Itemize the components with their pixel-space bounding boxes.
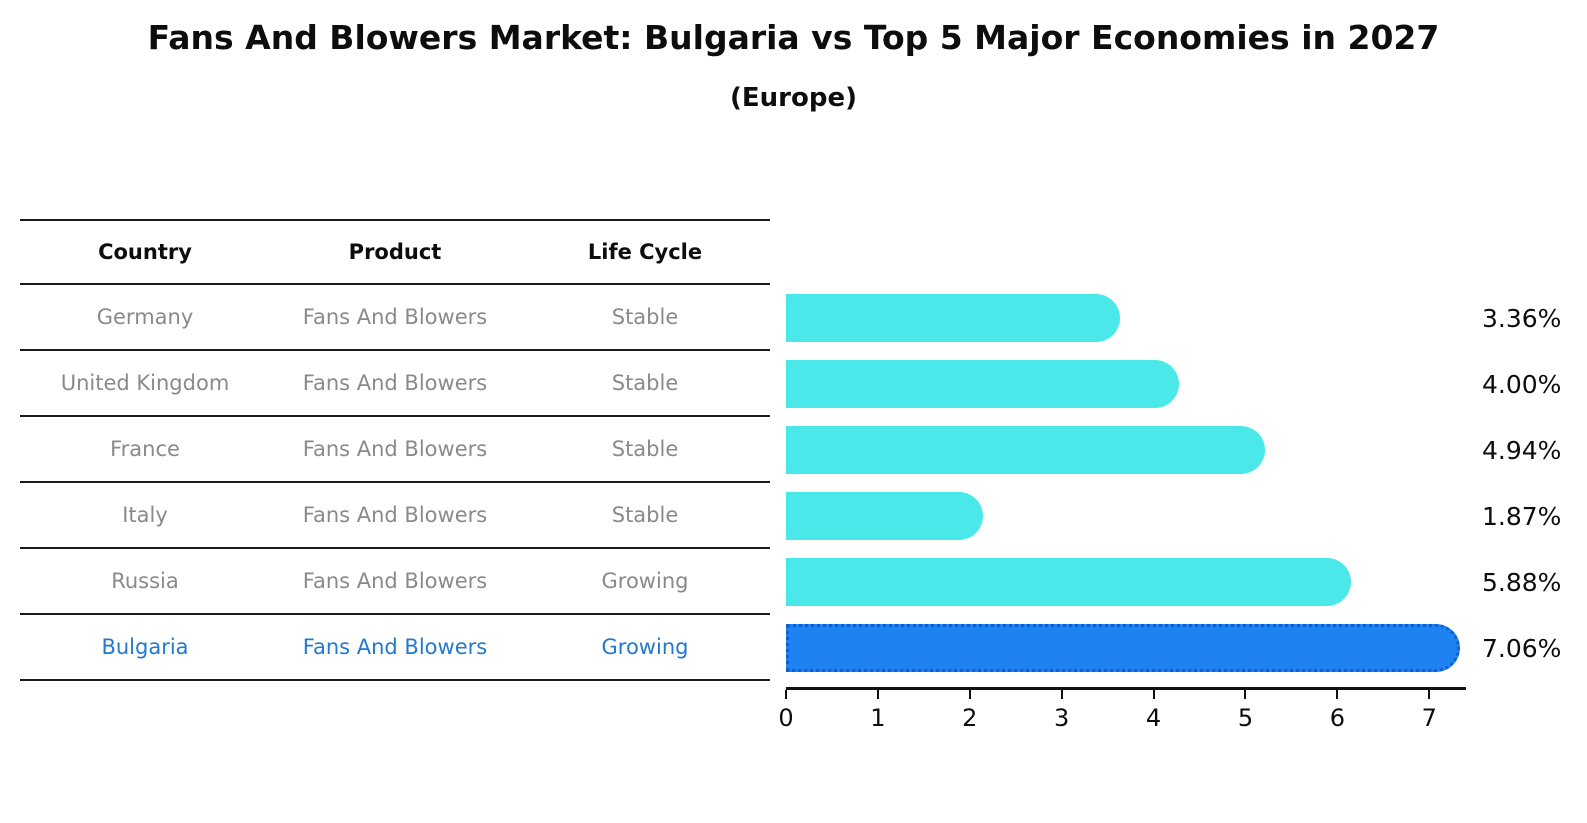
- x-axis-tick-label: 4: [1145, 704, 1162, 732]
- x-axis-tick-label: 0: [778, 704, 794, 732]
- market-share-bar: [786, 360, 1179, 408]
- table-row: Germany Fans And Blowers Stable 3.36%: [20, 285, 1587, 351]
- lifecycle-cell: Stable: [611, 437, 679, 461]
- share-label: 4.00%: [1482, 369, 1562, 399]
- country-cell: France: [110, 437, 180, 461]
- x-axis-tick: [1428, 690, 1431, 699]
- bar-track: [786, 285, 1466, 351]
- product-cell: Fans And Blowers: [302, 635, 488, 659]
- table-body: Germany Fans And Blowers Stable 3.36% Un…: [20, 285, 1587, 681]
- market-share-bar: [786, 426, 1265, 474]
- country-cell: Russia: [111, 569, 179, 593]
- market-share-bar: [786, 624, 1460, 672]
- lifecycle-cell: Growing: [601, 635, 689, 659]
- product-cell: Fans And Blowers: [302, 305, 488, 329]
- share-label: 7.06%: [1482, 633, 1562, 663]
- x-axis: 0 1 2 3 4 5 6 7: [778, 687, 1466, 732]
- x-axis-tick-label: 2: [962, 704, 978, 732]
- axis-spacer: [20, 681, 786, 731]
- x-axis-tick: [968, 690, 971, 699]
- share-label: 5.88%: [1482, 567, 1562, 597]
- x-axis-tick-label: 3: [1054, 704, 1070, 732]
- table-row: Bulgaria Fans And Blowers Growing 7.06%: [20, 615, 1587, 681]
- x-axis-tick: [876, 690, 879, 699]
- x-axis-tick-label: 6: [1329, 704, 1345, 732]
- bar-track: [786, 351, 1466, 417]
- market-share-bar: [786, 492, 983, 540]
- table-row: Italy Fans And Blowers Stable 1.87%: [20, 483, 1587, 549]
- x-axis-tick: [1152, 690, 1155, 699]
- table-row: United Kingdom Fans And Blowers Stable 4…: [20, 351, 1587, 417]
- page-title: Fans And Blowers Market: Bulgaria vs Top…: [147, 18, 1440, 57]
- table-row-cells: France Fans And Blowers Stable: [20, 417, 770, 483]
- table-row: France Fans And Blowers Stable 4.94%: [20, 417, 1587, 483]
- country-cell: Germany: [96, 305, 194, 329]
- x-axis-tick: [1244, 690, 1247, 699]
- lifecycle-cell: Growing: [601, 569, 689, 593]
- bar-track: [786, 549, 1466, 615]
- x-axis-tick: [1060, 690, 1063, 699]
- market-share-bar: [786, 294, 1120, 342]
- lifecycle-cell: Stable: [611, 305, 679, 329]
- country-cell: United Kingdom: [60, 371, 230, 395]
- market-share-bar: [786, 558, 1352, 606]
- table-row-cells: Italy Fans And Blowers Stable: [20, 483, 770, 549]
- product-cell: Fans And Blowers: [302, 437, 488, 461]
- product-cell: Fans And Blowers: [302, 569, 488, 593]
- page-subtitle: (Europe): [730, 83, 857, 113]
- x-axis-tick-label: 1: [870, 704, 886, 732]
- table-row-cells: Russia Fans And Blowers Growing: [20, 549, 770, 615]
- table-header-cells: Country Product Life Cycle: [20, 219, 770, 285]
- table-header-row: Country Product Life Cycle: [20, 219, 1587, 285]
- x-axis-tick: [785, 690, 787, 699]
- lifecycle-cell: Stable: [611, 503, 679, 527]
- country-cell: Italy: [122, 503, 168, 527]
- product-cell: Fans And Blowers: [302, 371, 488, 395]
- share-label: 4.94%: [1482, 435, 1562, 465]
- share-label: 3.36%: [1482, 303, 1562, 333]
- country-cell: Bulgaria: [101, 635, 189, 659]
- column-header-product: Product: [348, 240, 442, 264]
- market-comparison-chart: Country Product Life Cycle Germany Fans …: [0, 219, 1587, 681]
- bar-track: [786, 417, 1466, 483]
- table-row-cells: Germany Fans And Blowers Stable: [20, 285, 770, 351]
- bar-track: [786, 615, 1466, 681]
- x-axis-tick-label: 7: [1421, 704, 1437, 732]
- x-axis-tick-label: 5: [1237, 704, 1254, 732]
- lifecycle-cell: Stable: [611, 371, 679, 395]
- column-header-country: Country: [98, 240, 192, 264]
- x-axis-container: 0 1 2 3 4 5 6 7: [0, 681, 1587, 732]
- x-axis-tick: [1336, 690, 1339, 699]
- product-cell: Fans And Blowers: [302, 503, 488, 527]
- table-row-cells: United Kingdom Fans And Blowers Stable: [20, 351, 770, 417]
- share-label: 1.87%: [1482, 501, 1562, 531]
- bar-track: [786, 483, 1466, 549]
- table-row-cells: Bulgaria Fans And Blowers Growing: [20, 615, 770, 681]
- column-header-life-cycle: Life Cycle: [587, 240, 703, 264]
- table-row: Russia Fans And Blowers Growing 5.88%: [20, 549, 1587, 615]
